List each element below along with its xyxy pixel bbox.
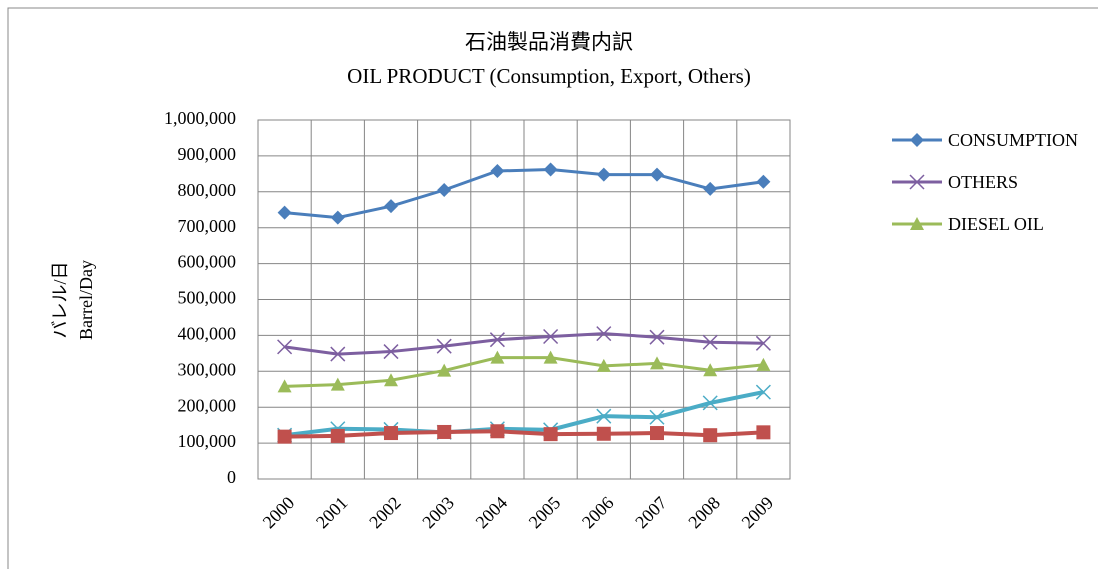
marker — [702, 395, 718, 411]
marker — [649, 409, 665, 425]
marker — [650, 167, 664, 182]
marker — [490, 163, 505, 178]
legend-label: OTHERS — [948, 172, 1019, 192]
marker — [649, 329, 665, 345]
series-line — [284, 332, 764, 356]
marker — [910, 217, 924, 230]
y-tick-label: 300,000 — [178, 359, 237, 379]
legend-swatch — [892, 174, 942, 190]
y-tick-label: 800,000 — [178, 180, 237, 200]
marker — [596, 408, 612, 424]
marker — [756, 425, 771, 440]
x-tick-label: 2002 — [365, 493, 405, 533]
marker — [384, 426, 398, 441]
y-tick-label: 600,000 — [178, 252, 237, 272]
legend-swatch — [892, 133, 942, 147]
marker — [489, 332, 505, 348]
marker — [756, 174, 771, 189]
y-axis-label: バレル/日 Barrel/Day — [50, 260, 96, 340]
x-tick-label: 2000 — [259, 493, 299, 533]
marker — [909, 174, 925, 190]
x-tick-label: 2006 — [578, 493, 618, 533]
y-tick-label: 200,000 — [178, 395, 237, 415]
x-tick-label: 2007 — [631, 493, 671, 533]
y-label-line: Barrel/Day — [76, 260, 96, 340]
legend-label: CONSUMPTION — [948, 130, 1079, 150]
x-tick-label: 2009 — [738, 493, 778, 533]
x-tick-label: 2005 — [525, 493, 565, 533]
marker — [437, 183, 452, 198]
series-line — [284, 168, 764, 220]
marker — [596, 358, 611, 372]
legend-item: CONSUMPTION — [890, 127, 1080, 153]
y-label-line: バレル/日 — [50, 261, 70, 338]
marker — [703, 181, 718, 196]
marker — [277, 205, 292, 220]
marker — [703, 428, 718, 443]
marker — [596, 167, 611, 182]
x-tick-label: 2004 — [472, 493, 512, 533]
marker — [543, 162, 558, 177]
chart-frame — [7, 7, 1098, 574]
marker — [596, 426, 611, 441]
marker — [490, 350, 505, 364]
marker — [543, 328, 559, 345]
marker — [596, 326, 612, 342]
legend-item: OTHERS — [890, 169, 1080, 195]
y-tick-label: 500,000 — [178, 288, 237, 308]
series-line — [284, 390, 764, 438]
y-tick-label: 0 — [227, 467, 236, 487]
marker — [650, 356, 664, 370]
y-tick-label: 900,000 — [178, 144, 237, 164]
marker — [437, 363, 452, 377]
marker — [330, 428, 345, 443]
y-tick-label: 400,000 — [178, 324, 237, 344]
series-line — [284, 356, 764, 388]
marker — [330, 346, 346, 362]
legend: CONSUMPTION OTHERS DIESEL OIL — [890, 127, 1080, 237]
marker — [384, 373, 398, 387]
y-tick-label: 700,000 — [178, 216, 237, 236]
marker — [383, 344, 399, 360]
marker — [277, 379, 292, 393]
legend-swatch — [892, 217, 942, 230]
x-tick-label: 2008 — [684, 493, 724, 533]
y-tick-label: 1,000,000 — [164, 108, 236, 128]
legend-item: DIESEL OIL — [890, 211, 1080, 237]
marker — [756, 357, 771, 371]
marker — [910, 133, 924, 147]
chart-subtitle: OIL PRODUCT (Consumption, Export, Others… — [347, 64, 751, 88]
marker — [277, 339, 293, 355]
marker — [437, 424, 452, 439]
legend-label: DIESEL OIL — [948, 214, 1044, 234]
marker — [703, 363, 718, 377]
marker — [755, 335, 771, 351]
chart-title: 石油製品消費内訳 — [465, 30, 633, 54]
marker — [330, 377, 345, 391]
marker — [384, 199, 398, 214]
marker — [490, 424, 505, 439]
marker — [543, 427, 558, 442]
marker — [436, 338, 452, 354]
marker — [650, 426, 664, 441]
marker — [277, 429, 292, 444]
marker — [330, 210, 345, 225]
series-line — [284, 429, 764, 439]
marker — [543, 350, 558, 364]
marker — [755, 384, 771, 400]
x-tick-label: 2001 — [312, 493, 352, 533]
x-tick-label: 2003 — [418, 493, 458, 533]
marker — [702, 334, 718, 350]
y-tick-label: 100,000 — [178, 431, 237, 451]
